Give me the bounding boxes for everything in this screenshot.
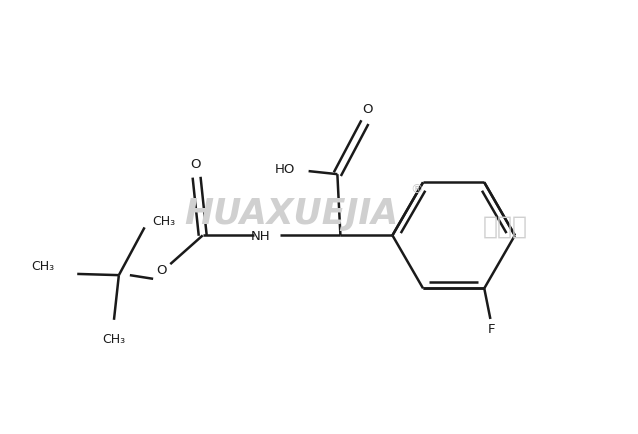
Text: HUAXUEJIA: HUAXUEJIA <box>184 197 399 231</box>
Text: CH₃: CH₃ <box>152 215 175 228</box>
Text: 化学加: 化学加 <box>483 214 528 238</box>
Text: F: F <box>488 323 495 336</box>
Text: O: O <box>156 264 167 277</box>
Text: NH: NH <box>250 230 270 243</box>
Text: HO: HO <box>275 163 295 176</box>
Text: O: O <box>190 158 200 171</box>
Text: CH₃: CH₃ <box>31 260 55 273</box>
Text: ®: ® <box>411 183 423 196</box>
Text: O: O <box>363 103 373 116</box>
Text: CH₃: CH₃ <box>102 333 126 346</box>
